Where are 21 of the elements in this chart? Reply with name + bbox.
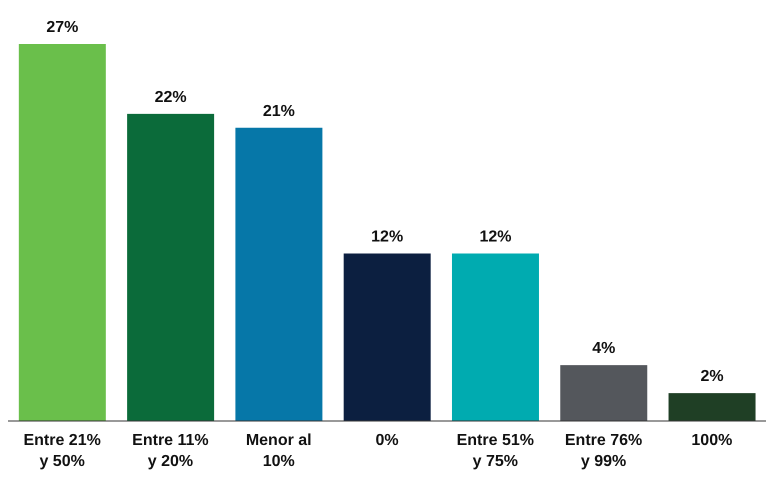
bar <box>127 114 214 421</box>
bar <box>668 393 756 421</box>
x-tick-label: Entre 21% y 50% <box>23 432 101 470</box>
data-label: 22% <box>154 88 187 106</box>
x-tick-label: Entre 76% y 99% <box>564 432 642 470</box>
data-label: 4% <box>592 340 616 358</box>
data-label: 2% <box>700 368 724 386</box>
x-tick-label: 100% <box>691 432 732 449</box>
bar <box>452 253 539 421</box>
data-label: 12% <box>479 228 512 246</box>
bar <box>235 128 322 421</box>
x-tick-label: 0% <box>375 432 399 449</box>
bar <box>560 365 648 421</box>
bar <box>344 253 431 421</box>
data-label: 12% <box>371 228 404 246</box>
x-tick-label: Entre 11% y 20% <box>132 432 209 470</box>
x-tick-label: Menor al 10% <box>246 432 312 470</box>
x-tick-label: Entre 51% y 75% <box>456 432 534 470</box>
bar <box>18 44 106 421</box>
data-label: 27% <box>46 19 78 36</box>
data-label: 21% <box>262 102 295 120</box>
